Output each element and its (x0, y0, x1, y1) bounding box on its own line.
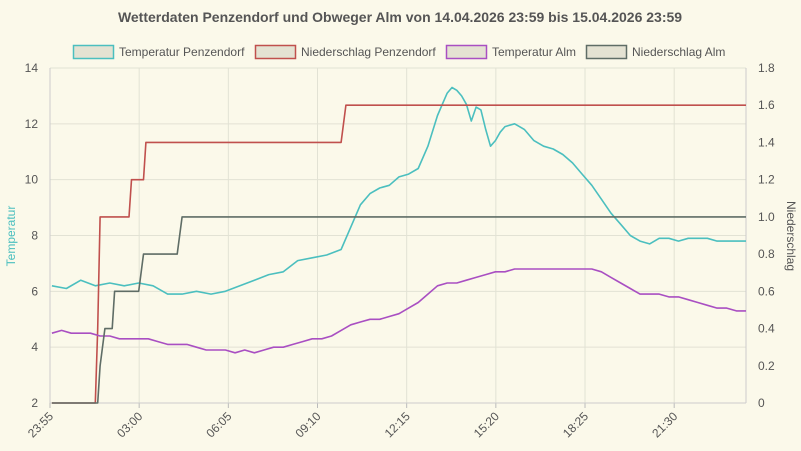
y-right-tick-label: 0.4 (758, 322, 775, 336)
y-axis-right-title: Niederschlag (784, 201, 798, 271)
legend-item-4: Niederschlag Alm (585, 44, 725, 60)
axes: 2 4 6 8 10 12 14 0 0.2 0.4 0.6 0.8 1.0 1.2 1.4 1.6 1.8 23… (25, 61, 775, 440)
y-left-tick-label: 14 (25, 61, 39, 75)
y-right-tick-label: 1.6 (758, 98, 775, 112)
y-right-tick-label: 1.4 (758, 135, 775, 149)
chart-title: Wetterdaten Penzendorf und Obweger Alm v… (118, 9, 682, 25)
legend-swatch (254, 44, 297, 60)
y-axis-left-title: Temperatur (4, 206, 18, 267)
series-line-2 (51, 104, 746, 404)
y-right-tick-label: 0.6 (758, 284, 775, 298)
x-tick-label: 06:05 (203, 409, 234, 440)
y-right-tick-label: 1.0 (758, 210, 775, 224)
series-lines (51, 86, 746, 404)
grid (49, 67, 746, 404)
x-tick-label: 03:00 (114, 409, 145, 440)
legend-label: Temperatur Penzendorf (119, 45, 245, 59)
legend-item-3: Temperatur Alm (445, 44, 576, 60)
legend-swatch (445, 44, 488, 60)
legend-swatch (585, 44, 628, 60)
y-left-tick-label: 8 (31, 229, 38, 243)
legend-label: Niederschlag Alm (632, 45, 725, 59)
x-tick-label: 09:10 (292, 409, 323, 440)
series-line-4 (51, 216, 746, 404)
legend: Temperatur Penzendorf Niederschlag Penzen… (72, 44, 725, 60)
y-right-tick-label: 0.2 (758, 359, 775, 373)
legend-item-1: Temperatur Penzendorf (72, 44, 245, 60)
y-left-tick-label: 6 (31, 284, 38, 298)
y-left-tick-label: 12 (25, 117, 39, 131)
y-right-tick-label: 0 (758, 396, 765, 410)
y-right-tick-label: 0.8 (758, 247, 775, 261)
x-tick-label: 23:55 (25, 409, 56, 440)
y-left-tick-label: 10 (25, 173, 39, 187)
x-tick-label: 21:30 (649, 409, 680, 440)
series-line-1 (51, 86, 746, 295)
y-right-tick-label: 1.8 (758, 61, 775, 75)
x-tick-label: 12:15 (382, 409, 413, 440)
y-right-tick-label: 1.2 (758, 173, 775, 187)
y-left-tick-label: 4 (31, 340, 38, 354)
legend-item-2: Niederschlag Penzendorf (254, 44, 436, 60)
y-left-tick-label: 2 (31, 396, 38, 410)
legend-swatch (72, 44, 115, 60)
legend-label: Temperatur Alm (492, 45, 576, 59)
x-tick-label: 15:20 (471, 409, 502, 440)
legend-label: Niederschlag Penzendorf (301, 45, 436, 59)
x-tick-label: 18:25 (560, 409, 591, 440)
series-line-3 (51, 268, 746, 354)
